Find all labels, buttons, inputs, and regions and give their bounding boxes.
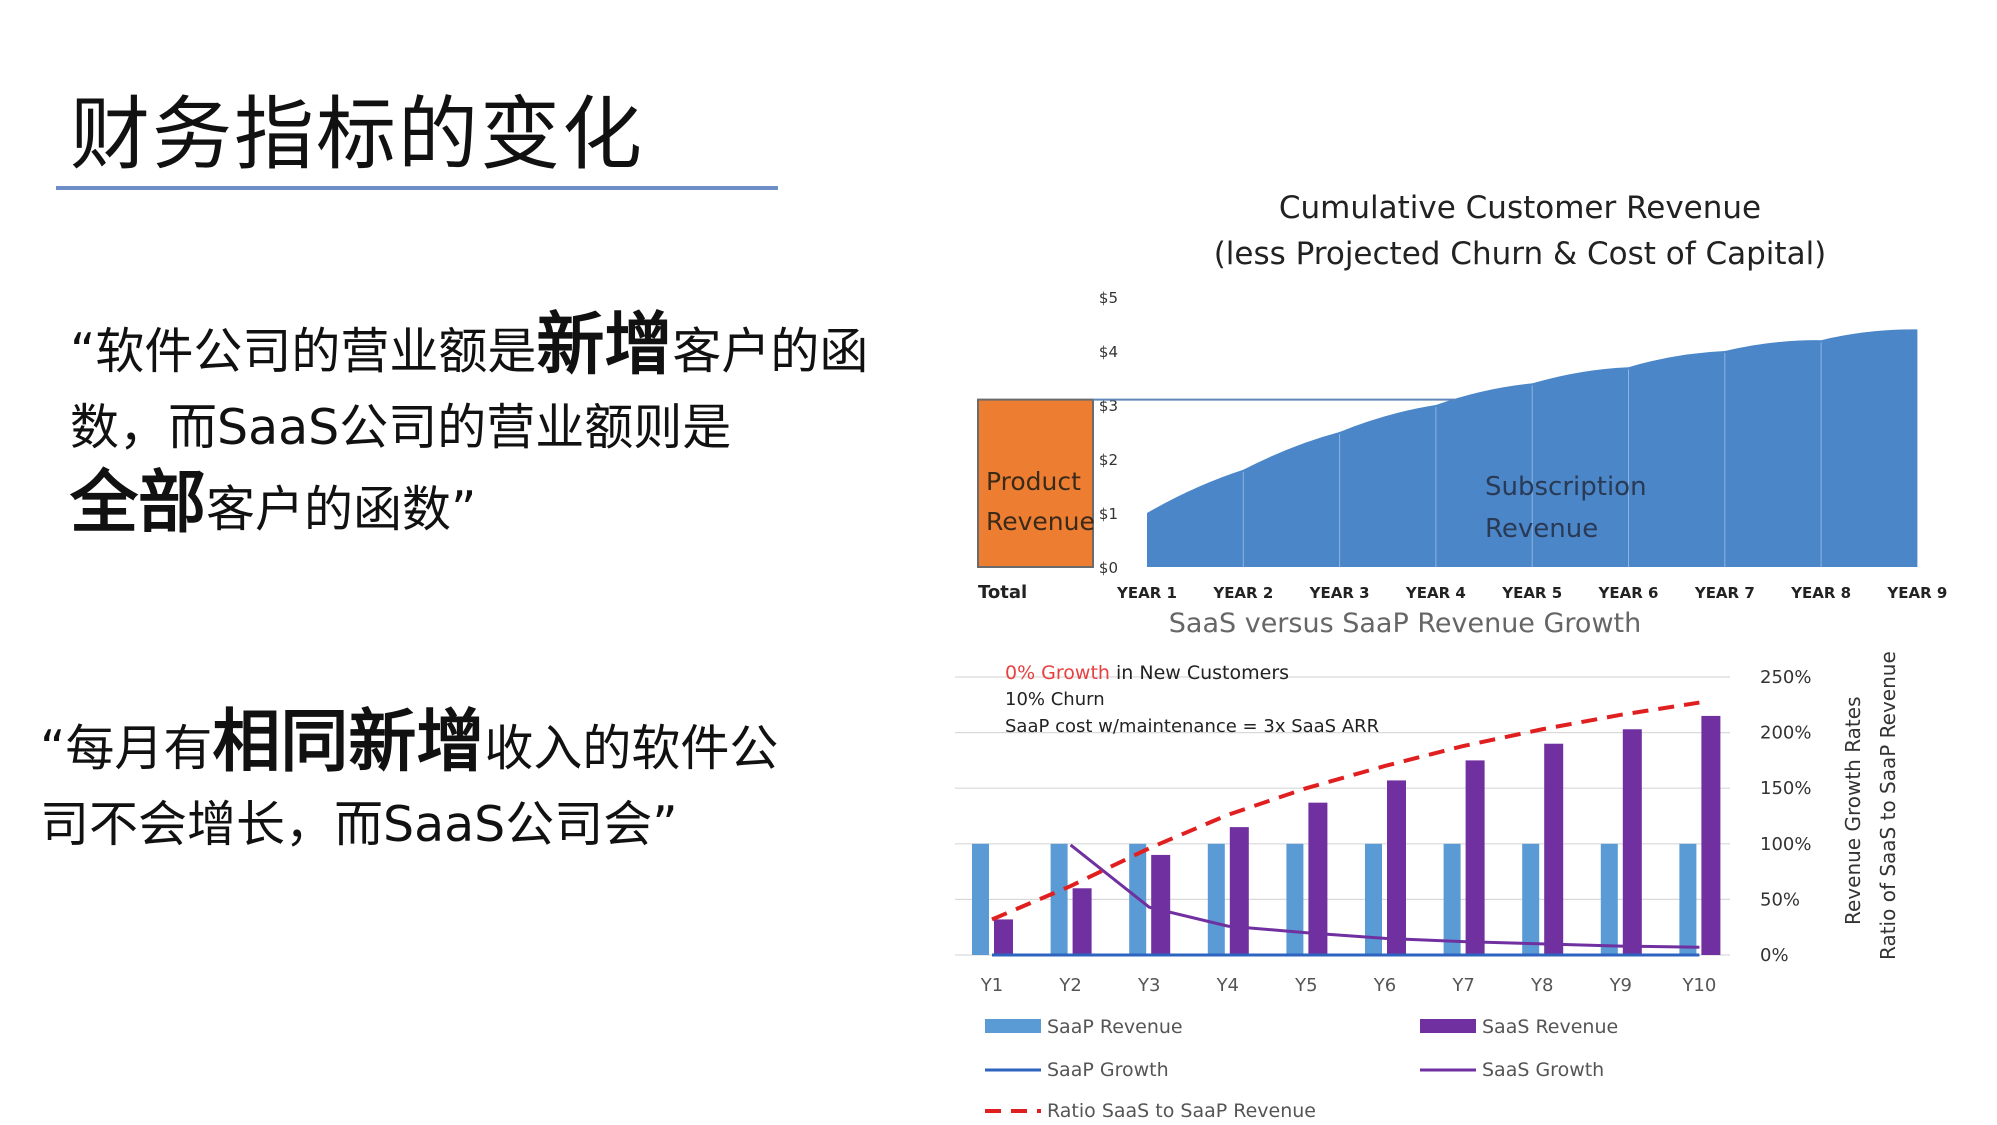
x-tick-label: YEAR 2 — [1212, 584, 1273, 602]
subscription-revenue-label: Revenue — [1485, 514, 1598, 544]
y-tick-label: $5 — [1099, 289, 1118, 307]
x-tick-label: Y1 — [980, 975, 1003, 996]
product-revenue-label: Revenue — [986, 507, 1095, 536]
legend-swatch — [985, 1019, 1041, 1033]
total-label: Total — [978, 582, 1027, 603]
x-tick-label: YEAR 8 — [1790, 584, 1851, 602]
legend-label: SaaS Revenue — [1482, 1016, 1618, 1038]
y-tick-label: 250% — [1760, 667, 1811, 688]
y-tick-label: $0 — [1099, 559, 1118, 577]
saas-revenue-bar — [1622, 729, 1642, 955]
legend-label: SaaP Growth — [1047, 1059, 1169, 1081]
quote1-text-3: 客户的函数” — [206, 481, 477, 538]
quote1-emphasis-all: 全部 — [70, 464, 207, 543]
cumulative-revenue-chart: $0 $1 $2 $3 $4 $5 Product Revenue YEAR 1 YEAR 2 YE… — [977, 289, 1947, 603]
x-tick-label: YEAR 4 — [1405, 584, 1466, 602]
saas-revenue-bar — [1387, 780, 1406, 955]
x-tick-label: YEAR 3 — [1309, 584, 1370, 602]
y-tick-label: $1 — [1099, 505, 1118, 523]
x-tick-label: Y8 — [1530, 975, 1553, 996]
x-tick-label: Y2 — [1058, 975, 1081, 996]
quote1-text-1: “软件公司的营业额是 — [70, 323, 537, 380]
quote1-text-2: 客户的函数，而SaaS公司的营业额则是 — [70, 323, 869, 456]
legend-label: SaaP Revenue — [1047, 1016, 1183, 1038]
chart2-title: SaaS versus SaaP Revenue Growth — [1168, 608, 1642, 639]
saap-revenue-bar — [1600, 843, 1618, 955]
legend-label: SaaS Growth — [1482, 1059, 1604, 1081]
saap-revenue-bar — [972, 843, 989, 955]
title-underline — [56, 186, 778, 190]
legend-label: Ratio SaaS to SaaP Revenue — [1047, 1100, 1316, 1122]
ratio-dashed-line — [991, 700, 1700, 922]
saas-revenue-bar — [994, 919, 1013, 955]
saas-revenue-bar — [1465, 760, 1485, 955]
saap-revenue-bar — [1522, 843, 1540, 955]
legend-swatch — [1420, 1019, 1476, 1033]
y-tick-label: $3 — [1099, 397, 1118, 415]
product-revenue-bar — [977, 398, 1094, 568]
y-tick-label: 50% — [1760, 889, 1800, 910]
annotation-cost: SaaP cost w/maintenance = 3x SaaS ARR — [1005, 716, 1379, 737]
y-tick-label: $4 — [1099, 343, 1118, 361]
quote-growth: “每月有相同新增收入的软件公司不会增长，而SaaS公司会” — [40, 705, 820, 863]
product-revenue-label: Product — [986, 467, 1081, 496]
x-tick-label: YEAR 5 — [1501, 584, 1562, 602]
y-tick-label: 150% — [1760, 778, 1811, 799]
quote2-text-1: “每月有 — [40, 720, 213, 777]
x-tick-label: Y3 — [1137, 975, 1160, 996]
x-tick-label: Y9 — [1609, 975, 1632, 996]
saas-revenue-bar — [1151, 854, 1171, 955]
quote2-emphasis: 相同新增 — [212, 703, 485, 782]
quote-software-vs-saas: “软件公司的营业额是新增客户的函数，而SaaS公司的营业额则是全部客户的函数” — [70, 308, 870, 548]
right-axis-label: Revenue Growth Rates — [1841, 697, 1865, 926]
saas-growth-line — [1069, 843, 1700, 949]
annotation-churn: 10% Churn — [1005, 689, 1105, 710]
x-tick-label: Y7 — [1451, 975, 1474, 996]
saap-revenue-bar — [1365, 843, 1382, 955]
x-tick-label: Y5 — [1294, 975, 1317, 996]
saas-revenue-bar — [1544, 743, 1564, 955]
subscription-revenue-label: Subscription — [1485, 472, 1647, 502]
y-tick-label: $2 — [1099, 451, 1118, 469]
saas-revenue-bar — [1308, 802, 1328, 955]
chart1-subtitle: (less Projected Churn & Cost of Capital) — [1213, 236, 1827, 272]
saap-revenue-bar — [1050, 843, 1068, 955]
x-tick-label: YEAR 9 — [1886, 584, 1947, 602]
x-tick-label: YEAR 6 — [1598, 584, 1659, 602]
saas-revenue-bar — [1701, 715, 1721, 955]
saas-vs-saap-chart: 0% 50% 100% 150% 200% 250% Y1 Y2 Y3 Y4 Y5 Y6 Y7 Y8 Y9 Y… — [955, 651, 1900, 1122]
y-tick-label: 100% — [1760, 834, 1811, 855]
x-tick-label: Y10 — [1681, 975, 1716, 996]
saap-revenue-bar — [1443, 843, 1461, 955]
saas-revenue-bar — [1229, 827, 1249, 955]
right-axis-label: Ratio of SaaS to SaaP Revenue — [1876, 651, 1900, 960]
y-tick-label: 200% — [1760, 723, 1811, 744]
x-tick-label: Y4 — [1216, 975, 1239, 996]
saas-revenue-bar — [1072, 888, 1092, 955]
x-tick-label: Y6 — [1373, 975, 1396, 996]
quote1-emphasis-new: 新增 — [536, 306, 673, 385]
chart1-title: Cumulative Customer Revenue — [1278, 190, 1762, 226]
y-tick-label: 0% — [1760, 945, 1789, 966]
saap-revenue-bar — [1207, 843, 1225, 955]
x-tick-label: YEAR 1 — [1116, 584, 1177, 602]
saap-revenue-bar — [1286, 843, 1304, 955]
x-tick-label: YEAR 7 — [1694, 584, 1755, 602]
saap-revenue-bar — [1679, 843, 1697, 955]
slide-title: 财务指标的变化 — [70, 88, 644, 181]
quote2-text-2: 收入的软件公司不会增长，而SaaS公司会” — [40, 720, 779, 853]
annotation-growth: 0% Growth in New Customers — [1005, 662, 1289, 684]
